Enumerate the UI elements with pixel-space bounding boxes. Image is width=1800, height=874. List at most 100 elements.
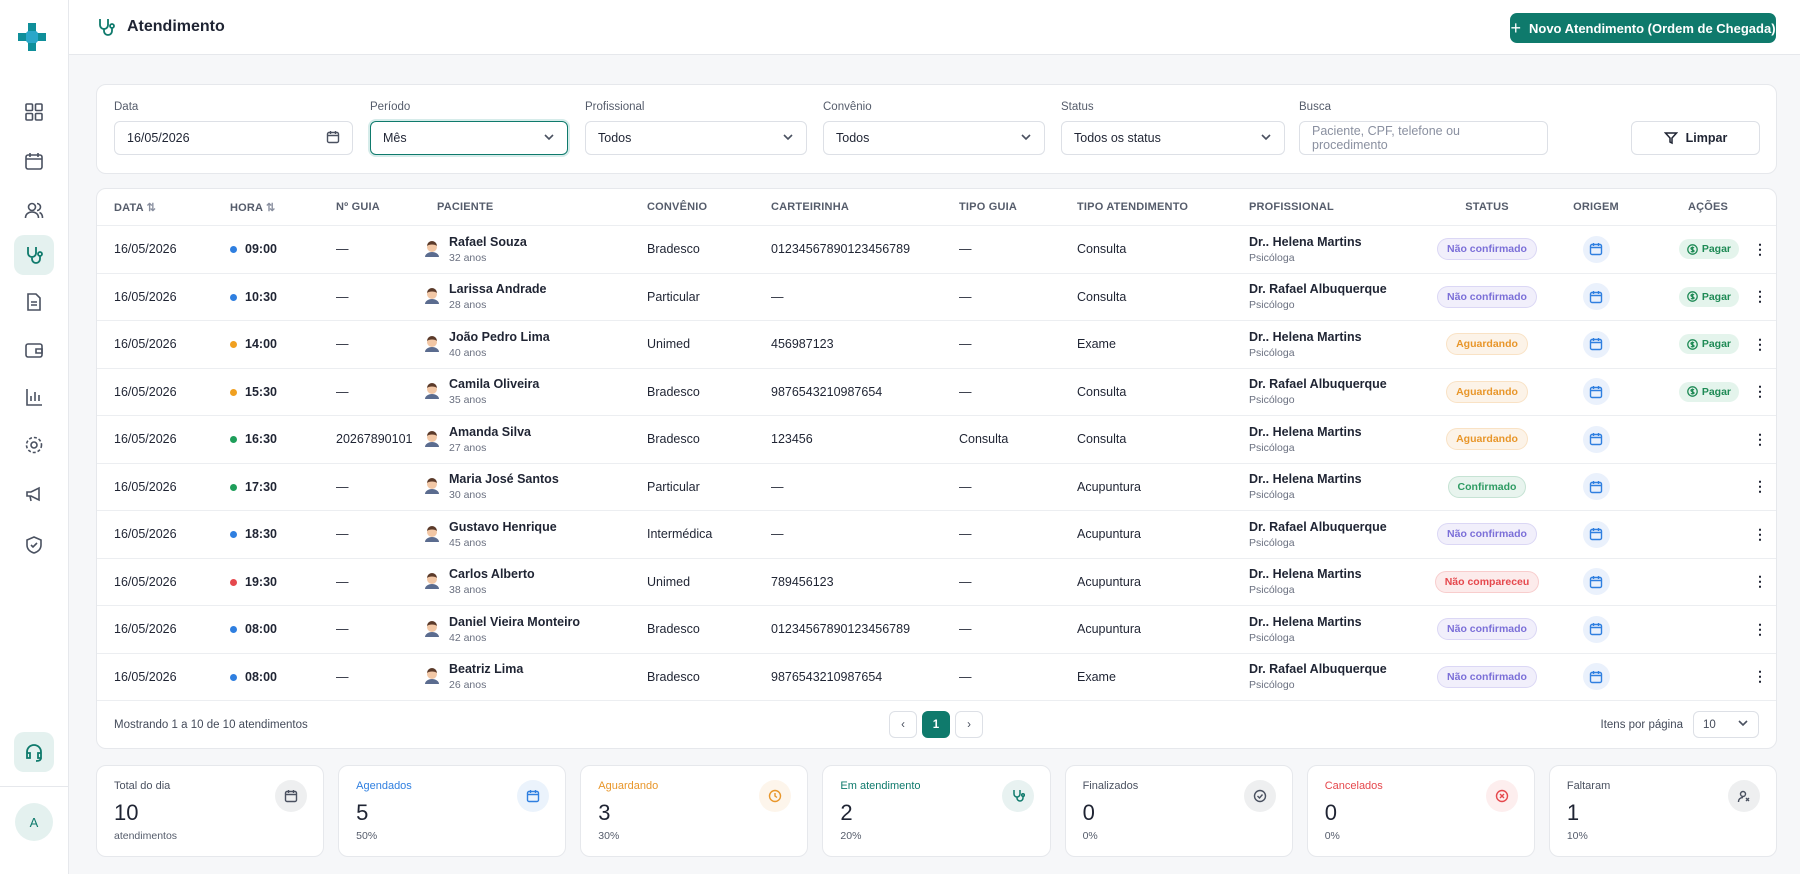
more-button[interactable]: ⋮ [1753,668,1767,685]
cell-guide: — [336,384,349,399]
stat-icon [1485,780,1518,812]
cell-actions: Pagar ⋮ [1639,334,1776,355]
table-row[interactable]: 16/05/2026 16:30 20267890101 Amanda Silva 27… [97,416,1776,464]
more-button[interactable]: ⋮ [1753,573,1767,590]
origin-icon[interactable] [1582,473,1610,501]
time-dot [230,436,237,444]
patient-name: Amanda Silva [449,424,531,439]
professional-role: Psicóloga [1249,584,1295,597]
nav-wallet[interactable] [14,330,54,370]
nav-marketing[interactable] [14,474,54,514]
nav-attendance[interactable] [14,235,54,275]
nav-calendar[interactable] [14,141,54,181]
status-pill: Não confirmado [1437,238,1537,261]
cell-origin [1553,235,1639,263]
current-page[interactable]: 1 [922,711,950,738]
cell-care-type: Exame [1077,669,1116,684]
nav-dashboard[interactable] [14,92,54,132]
nav-settings[interactable] [14,425,54,465]
table-row[interactable]: 16/05/2026 08:00 — Daniel Vieira Monteiro 42… [97,606,1776,654]
cell-guide-type: — [959,669,972,684]
search-placeholder: Paciente, CPF, telefone ou procedimento [1312,124,1461,152]
more-button[interactable]: ⋮ [1753,335,1767,352]
nav-security[interactable] [14,525,54,565]
cell-card: 01234567890123456789 [771,622,911,637]
stats: Total do dia 10 atendimentos Agendados 5 50% A… [96,765,1777,857]
filter-input[interactable]: Todos os status [1061,121,1285,155]
filter-value: Todos os status [1074,131,1161,145]
time: 17:30 [245,479,277,494]
pay-button[interactable]: Pagar [1678,381,1739,402]
more-button[interactable]: ⋮ [1753,478,1767,495]
next-page[interactable]: › [955,711,983,738]
more-button[interactable]: ⋮ [1753,240,1767,257]
user-avatar[interactable]: A [15,803,53,841]
pay-button[interactable]: Pagar [1678,239,1739,260]
nav-reports[interactable] [14,377,54,417]
per-page-value: 10 [1703,718,1716,731]
patient-info: Maria José Santos 30 anos [449,472,559,501]
table-row[interactable]: 16/05/2026 17:30 — Maria José Santos 30 anos… [97,464,1776,511]
origin-icon[interactable] [1582,520,1610,548]
stat-sub: 20% [840,830,862,842]
origin-icon[interactable] [1582,235,1610,263]
clear-button[interactable]: Limpar [1631,121,1760,155]
new-attendance-button[interactable]: + Novo Atendimento (Ordem de Chegada) [1510,13,1776,43]
origin-icon[interactable] [1582,283,1610,311]
more-button[interactable]: ⋮ [1753,383,1767,400]
cell-time: 18:30 [230,527,336,541]
origin-icon[interactable] [1582,568,1610,596]
filter-input[interactable]: Todos [585,121,807,155]
filter-input[interactable]: Todos [823,121,1045,155]
filter-input[interactable]: Mês [370,121,568,155]
pay-button[interactable]: Pagar [1678,286,1739,307]
cell-patient: Rafael Souza 32 anos [423,235,647,264]
nav-patients[interactable] [14,190,54,230]
table-row[interactable]: 16/05/2026 09:00 — Rafael Souza 32 anos Brade… [97,226,1776,274]
filter-input[interactable]: Paciente, CPF, telefone ou procedimento [1299,121,1548,155]
more-button[interactable]: ⋮ [1753,620,1767,637]
time-dot [230,673,237,681]
more-button[interactable]: ⋮ [1753,525,1767,542]
origin-icon[interactable] [1582,615,1610,643]
clear-label: Limpar [1685,131,1728,145]
table-row[interactable]: 16/05/2026 19:30 — Carlos Alberto 38 anos Uni… [97,559,1776,606]
cell-card: 789456123 [771,574,834,589]
cell-card: 01234567890123456789 [771,242,911,257]
column-header: PACIENTE [437,201,494,213]
patient-avatar [423,619,441,640]
table-row[interactable]: 16/05/2026 15:30 — Camila Oliveira 35 anos Br… [97,369,1776,416]
cell-actions: ⋮ [1639,525,1776,543]
professional-name: Dr.. Helena Martins [1249,234,1362,249]
more-button[interactable]: ⋮ [1753,430,1767,447]
filter-input[interactable]: 16/05/2026 [114,121,353,155]
more-button[interactable]: ⋮ [1753,288,1767,305]
page-title: Atendimento [127,18,225,35]
table-row[interactable]: 16/05/2026 10:30 — Larissa Andrade 28 anos Pa… [97,274,1776,321]
origin-icon[interactable] [1582,330,1610,358]
pay-button[interactable]: Pagar [1678,334,1739,355]
support[interactable] [14,732,54,772]
stat-sub: 50% [356,830,378,842]
origin-icon[interactable] [1582,425,1610,453]
cell-professional: Dr.. Helena Martins Psicóloga [1249,615,1421,644]
cell-origin [1553,615,1639,643]
cell-guide-type: — [959,479,972,494]
cell-actions: ⋮ [1639,573,1776,590]
cell-professional: Dr.. Helena Martins Psicóloga [1249,235,1421,264]
cell-care-type: Acupuntura [1077,574,1141,589]
cell-patient: Carlos Alberto 38 anos [423,567,647,596]
table-row[interactable]: 16/05/2026 14:00 — João Pedro Lima 40 anos Un… [97,321,1776,369]
origin-icon[interactable] [1582,663,1610,691]
nav-documents[interactable] [14,282,54,322]
per-page-select[interactable]: 10 [1693,711,1759,738]
prev-page[interactable]: ‹ [889,711,917,738]
column-header: PROFISSIONAL [1249,201,1334,213]
filter-value: Todos [598,131,632,145]
table-row[interactable]: 16/05/2026 18:30 — Gustavo Henrique 45 anos I… [97,511,1776,559]
table-row[interactable]: 16/05/2026 08:00 — Beatriz Lima 26 anos Brade… [97,654,1776,701]
stat-icon [1001,780,1034,812]
origin-icon[interactable] [1582,378,1610,406]
patient-age: 32 anos [449,251,487,264]
